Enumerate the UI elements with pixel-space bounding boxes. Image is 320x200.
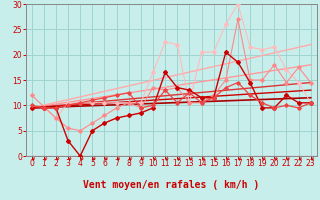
X-axis label: Vent moyen/en rafales ( km/h ): Vent moyen/en rafales ( km/h ): [83, 180, 259, 190]
